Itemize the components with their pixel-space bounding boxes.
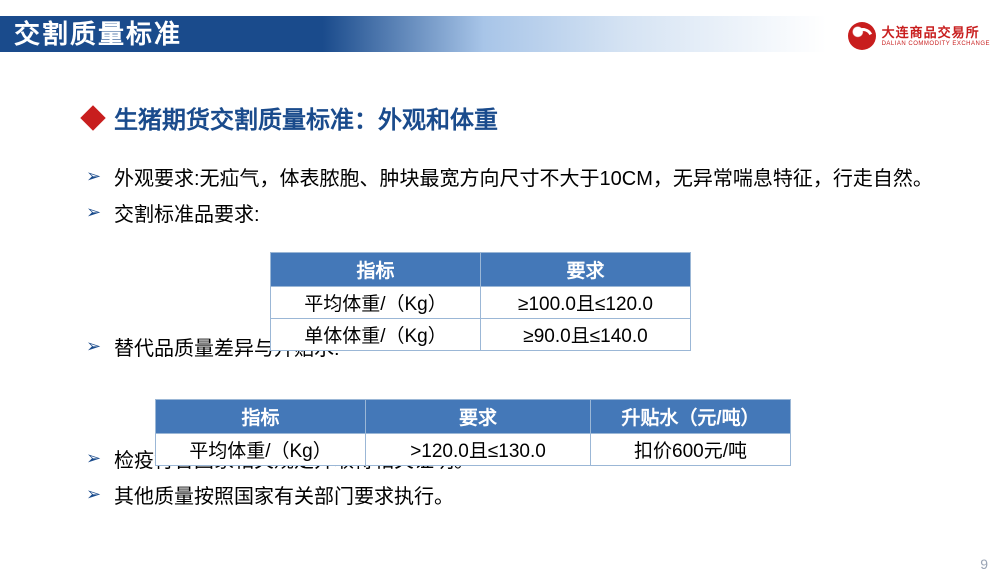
bullet-2: ➢ 交割标准品要求: — [86, 200, 966, 230]
table-row: 平均体重/（Kg） ≥100.0且≤120.0 — [271, 287, 691, 319]
bullet-5-text: 其他质量按照国家有关部门要求执行。 — [114, 482, 454, 512]
standard-table: 指标 要求 平均体重/（Kg） ≥100.0且≤120.0 单体体重/（Kg） … — [270, 252, 691, 351]
sub-heading: 生猪期货交割质量标准：外观和体重 — [84, 100, 498, 135]
chevron-right-icon: ➢ — [86, 484, 104, 505]
logo-en-text: DALIAN COMMODITY EXCHANGE — [882, 41, 990, 47]
bullet-1: ➢ 外观要求:无疝气，体表脓胞、肿块最宽方向尺寸不大于10CM，无异常喘息特征，… — [86, 164, 966, 194]
substitute-table: 指标 要求 升贴水（元/吨） 平均体重/（Kg） >120.0且≤130.0 扣… — [155, 399, 791, 466]
page-title: 交割质量标准 — [14, 16, 182, 52]
td: 平均体重/（Kg） — [271, 287, 481, 319]
chevron-right-icon: ➢ — [86, 448, 104, 469]
table-2: 指标 要求 升贴水（元/吨） 平均体重/（Kg） >120.0且≤130.0 扣… — [155, 399, 791, 466]
th-requirement: 要求 — [481, 253, 691, 287]
chevron-right-icon: ➢ — [86, 336, 104, 357]
logo-cn-text: 大连商品交易所 — [882, 26, 990, 39]
chevron-right-icon: ➢ — [86, 166, 104, 187]
table-header-row: 指标 要求 升贴水（元/吨） — [156, 400, 791, 434]
diamond-icon — [80, 105, 105, 130]
dce-logo: 大连商品交易所 DALIAN COMMODITY EXCHANGE — [848, 22, 990, 50]
bullet-5: ➢ 其他质量按照国家有关部门要求执行。 — [86, 482, 966, 512]
th-indicator: 指标 — [156, 400, 366, 434]
title-bar: 交割质量标准 大连商品交易所 DALIAN COMMODITY EXCHANGE — [0, 0, 1008, 62]
table-header-row: 指标 要求 — [271, 253, 691, 287]
th-premium: 升贴水（元/吨） — [591, 400, 791, 434]
th-indicator: 指标 — [271, 253, 481, 287]
page-number: 9 — [980, 556, 988, 572]
td: 平均体重/（Kg） — [156, 434, 366, 466]
table-row: 平均体重/（Kg） >120.0且≤130.0 扣价600元/吨 — [156, 434, 791, 466]
th-requirement: 要求 — [366, 400, 591, 434]
bullet-1-text: 外观要求:无疝气，体表脓胞、肿块最宽方向尺寸不大于10CM，无异常喘息特征，行走… — [114, 164, 933, 194]
logo-text-wrap: 大连商品交易所 DALIAN COMMODITY EXCHANGE — [882, 26, 990, 47]
bullet-2-text: 交割标准品要求: — [114, 200, 260, 230]
td: >120.0且≤130.0 — [366, 434, 591, 466]
table-row: 单体体重/（Kg） ≥90.0且≤140.0 — [271, 319, 691, 351]
sub-heading-text: 生猪期货交割质量标准：外观和体重 — [114, 100, 498, 135]
chevron-right-icon: ➢ — [86, 202, 104, 223]
logo-swirl-icon — [848, 22, 876, 50]
td: ≥90.0且≤140.0 — [481, 319, 691, 351]
td: ≥100.0且≤120.0 — [481, 287, 691, 319]
table-1: 指标 要求 平均体重/（Kg） ≥100.0且≤120.0 单体体重/（Kg） … — [270, 252, 691, 351]
td: 单体体重/（Kg） — [271, 319, 481, 351]
td: 扣价600元/吨 — [591, 434, 791, 466]
